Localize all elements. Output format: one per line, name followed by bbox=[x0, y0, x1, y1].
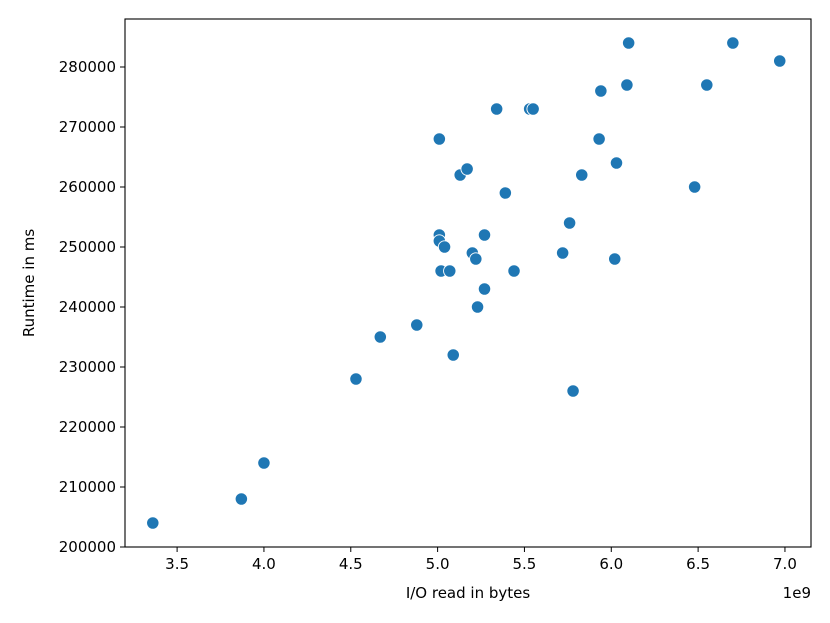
data-point-14 bbox=[460, 162, 474, 176]
x-tick-label: 3.5 bbox=[165, 555, 189, 573]
data-point-21 bbox=[498, 186, 512, 200]
data-point-32 bbox=[609, 156, 624, 170]
points-layer bbox=[146, 36, 787, 530]
data-point-12 bbox=[446, 348, 460, 362]
y-tick-label: 230000 bbox=[59, 358, 116, 376]
data-point-19 bbox=[477, 282, 492, 296]
x-tick-label: 4.5 bbox=[339, 555, 363, 573]
x-axis-label: I/O read in bytes bbox=[406, 584, 531, 602]
x-tick-label: 6.0 bbox=[599, 555, 623, 573]
data-point-35 bbox=[687, 180, 702, 194]
data-point-6 bbox=[432, 132, 446, 146]
data-point-28 bbox=[575, 168, 589, 182]
data-point-2 bbox=[257, 456, 271, 470]
data-point-26 bbox=[562, 216, 577, 230]
y-tick-label: 240000 bbox=[59, 298, 116, 316]
x-tick-label: 5.0 bbox=[426, 555, 450, 573]
data-point-34 bbox=[622, 36, 636, 50]
y-tick-label: 260000 bbox=[59, 178, 116, 196]
data-point-3 bbox=[349, 372, 363, 386]
data-point-27 bbox=[566, 384, 580, 398]
data-point-30 bbox=[594, 84, 608, 98]
data-point-29 bbox=[592, 132, 606, 146]
x-tick-label: 6.5 bbox=[686, 555, 710, 573]
data-point-11 bbox=[443, 264, 457, 278]
y-axis-ticks: 200000 210000 220000 230000 240000 250000 2600… bbox=[59, 58, 125, 556]
data-point-24 bbox=[526, 102, 540, 116]
data-point-37 bbox=[726, 36, 740, 50]
x-tick-label: 7.0 bbox=[773, 555, 797, 573]
x-axis-ticks: 3.5 4.0 4.5 5.0 5.5 6.0 6.5 7.0 bbox=[165, 547, 797, 573]
data-point-38 bbox=[773, 54, 787, 68]
data-point-33 bbox=[620, 78, 634, 92]
x-tick-label: 4.0 bbox=[252, 555, 276, 573]
data-point-0 bbox=[146, 516, 160, 530]
y-tick-label: 250000 bbox=[59, 238, 116, 256]
y-tick-label: 210000 bbox=[59, 478, 116, 496]
data-point-36 bbox=[700, 78, 714, 92]
plot-frame bbox=[124, 18, 812, 548]
y-tick-label: 280000 bbox=[59, 58, 116, 76]
data-point-25 bbox=[556, 246, 570, 260]
data-point-22 bbox=[507, 264, 521, 278]
y-tick-label: 270000 bbox=[59, 118, 116, 136]
data-point-4 bbox=[373, 330, 387, 344]
x-axis-offset-label: 1e9 bbox=[783, 584, 811, 602]
data-point-17 bbox=[470, 300, 485, 314]
y-axis-label: Runtime in ms bbox=[20, 229, 38, 337]
data-point-5 bbox=[410, 318, 424, 332]
data-point-16 bbox=[469, 252, 483, 266]
y-tick-label: 220000 bbox=[59, 418, 116, 436]
x-tick-label: 5.5 bbox=[513, 555, 537, 573]
data-point-10 bbox=[437, 240, 452, 254]
data-point-1 bbox=[234, 492, 249, 506]
data-point-31 bbox=[608, 252, 622, 266]
y-tick-label: 200000 bbox=[59, 538, 116, 556]
data-point-18 bbox=[477, 228, 492, 242]
data-point-20 bbox=[490, 102, 504, 116]
